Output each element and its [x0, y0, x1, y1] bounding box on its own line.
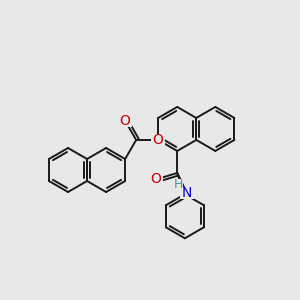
Text: O: O [151, 172, 162, 186]
FancyBboxPatch shape [151, 134, 165, 146]
FancyBboxPatch shape [179, 187, 194, 199]
Text: H: H [173, 178, 183, 191]
FancyBboxPatch shape [172, 179, 184, 189]
FancyBboxPatch shape [118, 115, 132, 127]
Text: O: O [153, 133, 164, 147]
Text: O: O [120, 114, 130, 128]
Text: N: N [181, 186, 192, 200]
FancyBboxPatch shape [149, 173, 163, 185]
